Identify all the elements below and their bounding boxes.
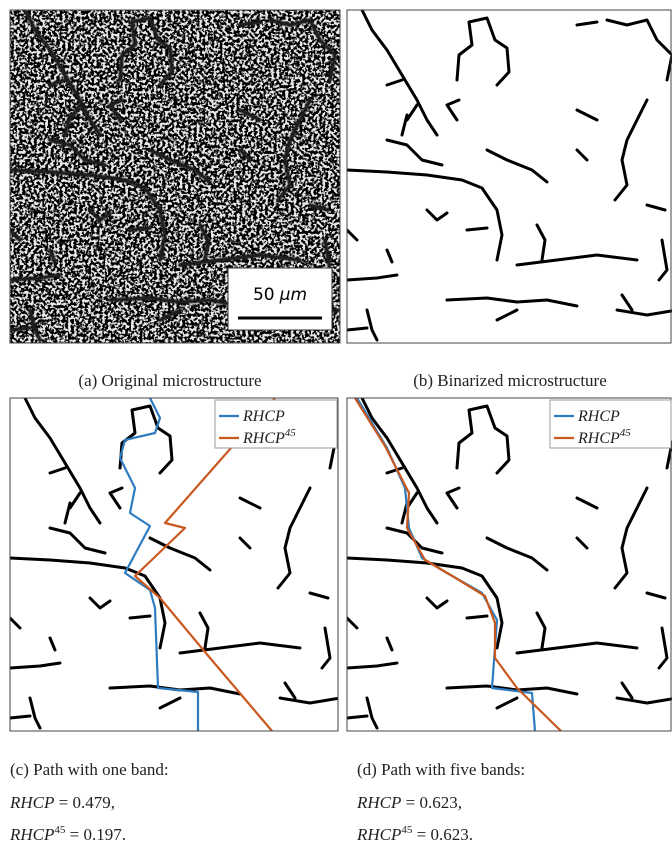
legend-label: RHCP <box>242 408 285 425</box>
result-line: RHCP = 0.479, <box>9 793 115 812</box>
panel-image <box>347 10 672 343</box>
result-line: RHCP = 0.623, <box>356 793 462 812</box>
symbol: RHCP <box>577 408 620 425</box>
symbol: RHCP <box>9 793 54 812</box>
symbol: RHCP <box>242 430 285 447</box>
symbol: RHCP <box>356 825 401 844</box>
legend: RHCP RHCP45 <box>215 400 337 448</box>
legend: RHCP RHCP45 <box>550 400 671 448</box>
crack <box>10 328 30 330</box>
result-line: RHCP45 = 0.623. <box>356 824 473 844</box>
caption: (a) Original microstructure <box>78 371 261 390</box>
scale-value: 50 <box>253 285 275 305</box>
caption: (c) Path with one band: <box>10 760 169 779</box>
caption: (d) Path with five bands: <box>357 760 525 779</box>
result-value: = 0.197. <box>65 825 126 844</box>
result-line: RHCP45 = 0.197. <box>9 824 126 844</box>
symbol: RHCP <box>356 793 401 812</box>
symbol: RHCP <box>242 408 285 425</box>
legend-label: RHCP <box>577 408 620 425</box>
crack <box>467 616 487 618</box>
scale-unit: μm <box>279 285 307 305</box>
result-value: = 0.623, <box>401 793 462 812</box>
superscript: 45 <box>620 427 632 439</box>
symbol: RHCP <box>9 825 54 844</box>
crack <box>130 616 150 618</box>
crack <box>467 228 487 230</box>
superscript: 45 <box>285 427 297 439</box>
figure: 50μm (a) Original microstructure (b) Binar… <box>0 0 672 844</box>
scale-label: 50μm <box>253 285 307 305</box>
crack <box>130 228 150 230</box>
caption: (b) Binarized microstructure <box>413 371 607 390</box>
crack <box>10 716 30 718</box>
superscript: 45 <box>54 824 66 836</box>
result-value: = 0.479, <box>54 793 115 812</box>
symbol: RHCP <box>577 430 620 447</box>
superscript: 45 <box>401 824 413 836</box>
result-value: = 0.623. <box>412 825 473 844</box>
crack <box>347 716 367 718</box>
crack <box>347 328 367 330</box>
